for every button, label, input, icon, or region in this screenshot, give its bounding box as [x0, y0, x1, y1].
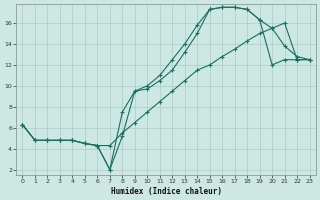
X-axis label: Humidex (Indice chaleur): Humidex (Indice chaleur)	[110, 187, 221, 196]
